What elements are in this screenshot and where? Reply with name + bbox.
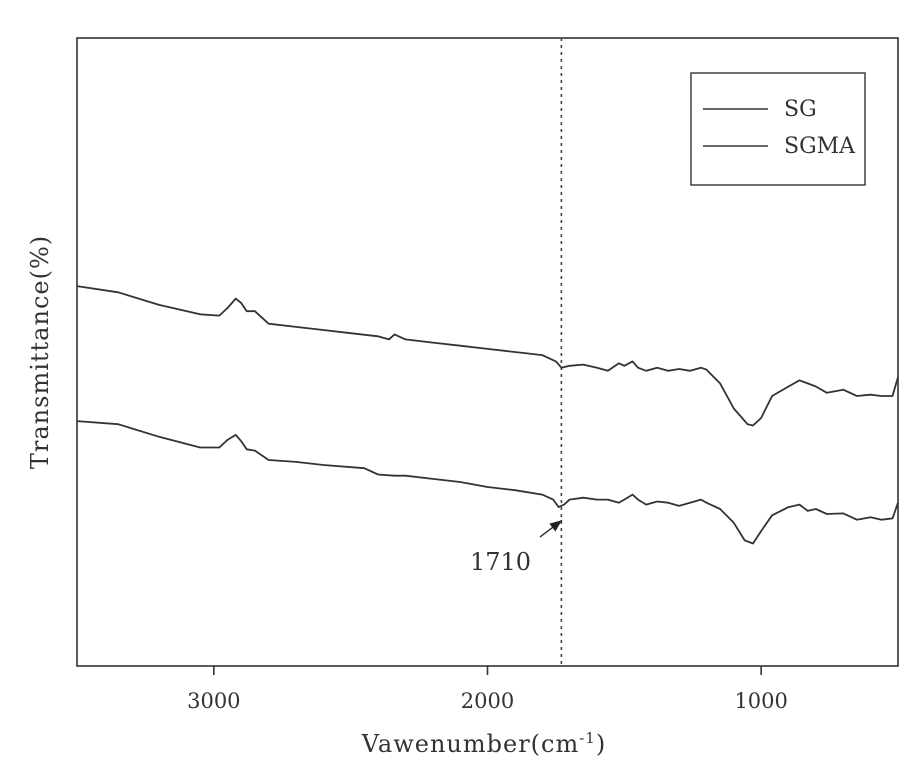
- legend-label-sgma: SGMA: [784, 134, 856, 159]
- x-ticks: 3000 2000 1000: [187, 666, 788, 713]
- annotation-arrowhead: [549, 520, 562, 532]
- annotation-1710: 1710: [470, 519, 563, 576]
- x-tick-label-2000: 2000: [461, 689, 514, 713]
- legend-box: [690, 72, 866, 186]
- y-axis-title: Transmittance(%): [26, 235, 54, 469]
- series-layer: [76, 285, 899, 545]
- annotation-label: 1710: [470, 548, 531, 576]
- legend: SG SGMA: [690, 72, 866, 186]
- x-axis-title-sup: -1: [579, 729, 596, 747]
- x-axis-title-main: Vawenumber(cm: [361, 730, 579, 758]
- x-tick-label-3000: 3000: [187, 689, 240, 713]
- x-axis-title: Vawenumber(cm-1): [361, 729, 606, 758]
- x-tick-label-1000: 1000: [734, 689, 787, 713]
- series-line-sgma: [76, 420, 899, 545]
- series-line-sg: [76, 285, 899, 427]
- legend-label-sg: SG: [784, 97, 817, 122]
- x-axis-title-close: ): [596, 730, 606, 758]
